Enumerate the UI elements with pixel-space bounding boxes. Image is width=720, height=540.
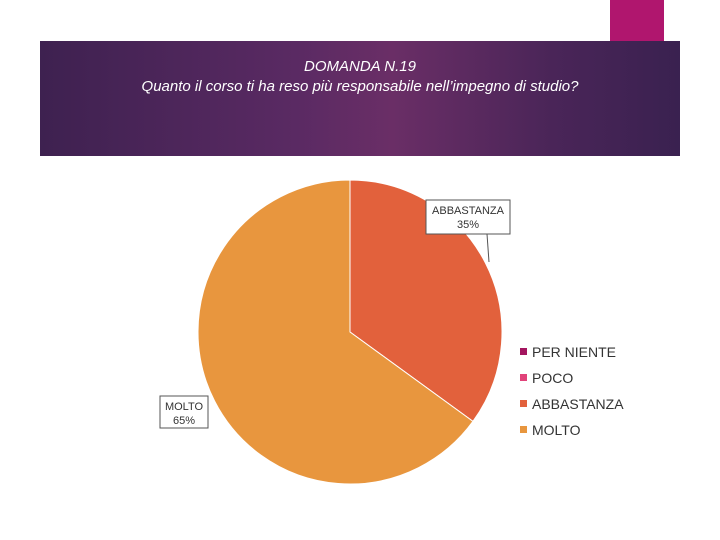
pie-slice-abbastanza — [349, 179, 503, 423]
legend-swatch-molto — [520, 426, 527, 433]
data-label-percent-abbastanza: 35% — [457, 219, 479, 231]
legend-swatch-abbastanza — [520, 400, 527, 407]
legend-label-abbastanza: ABBASTANZA — [532, 396, 624, 412]
legend-label-molto: MOLTO — [532, 422, 581, 438]
data-label-box-abbastanza — [425, 199, 511, 235]
data-label-name-abbastanza: ABBASTANZA — [432, 205, 505, 217]
chart-title-line1: DOMANDA N.19 — [304, 58, 416, 75]
legend-swatch-per-niente — [520, 348, 527, 355]
title-band — [40, 41, 680, 156]
data-label-percent-molto: 65% — [173, 415, 195, 427]
data-label-name-molto: MOLTO — [165, 401, 204, 413]
legend-label-poco: POCO — [532, 370, 573, 386]
leader-line-abbastanza — [486, 233, 490, 263]
legend-label-per-niente: PER NIENTE — [532, 344, 616, 360]
chart-title-line2: Quanto il corso ti ha reso più responsab… — [141, 78, 579, 95]
pie-slice-molto — [197, 179, 474, 485]
data-label-box-molto — [159, 395, 209, 429]
legend-swatch-poco — [520, 374, 527, 381]
